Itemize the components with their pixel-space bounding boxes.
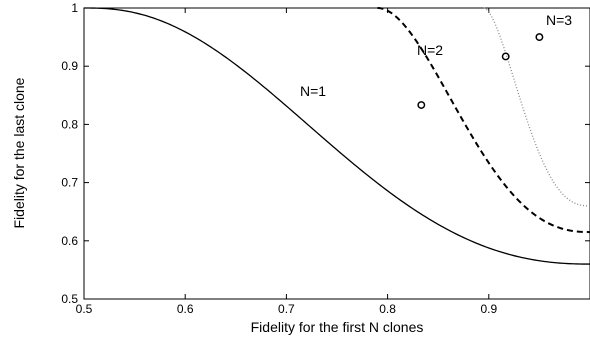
plot-frame [83,7,590,300]
marker-n1 [417,101,426,109]
series-label-n2: N=2 [417,42,443,58]
y-tick-label: 0.7 [61,176,78,190]
series-line-n2 [377,7,590,234]
x-tick-label: 0.9 [480,302,497,316]
x-axis-label: Fidelity for the first N clones [251,319,424,335]
series-label-n1: N=1 [300,83,326,99]
y-axis-label: Fidelity for the last clone [11,77,27,228]
marker-n3 [535,33,544,42]
marker-n2 [501,52,510,61]
x-tick-label: 0.5 [76,302,93,316]
series-label-n3: N=3 [546,12,572,28]
y-tick-label: 1 [71,1,78,15]
y-tick-label: 0.6 [61,234,78,248]
y-tick-label: 0.5 [61,292,78,306]
series-line-n3 [483,7,590,207]
label-group: N=1 N=2 N=3 [300,12,572,99]
series-line-n1 [84,7,590,265]
y-tick-label: 0.8 [61,117,78,131]
series-group [84,7,590,265]
x-tick-label: 0.7 [278,302,295,316]
x-tick-label: 0.8 [379,302,396,316]
y-tick-label: 0.9 [61,59,78,73]
marker-group [417,33,544,109]
tick-group: 0.5 0.6 0.7 0.8 0.9 0.5 0.6 0.7 0.8 0.9 1 [61,1,590,316]
x-tick-label: 0.6 [177,302,194,316]
